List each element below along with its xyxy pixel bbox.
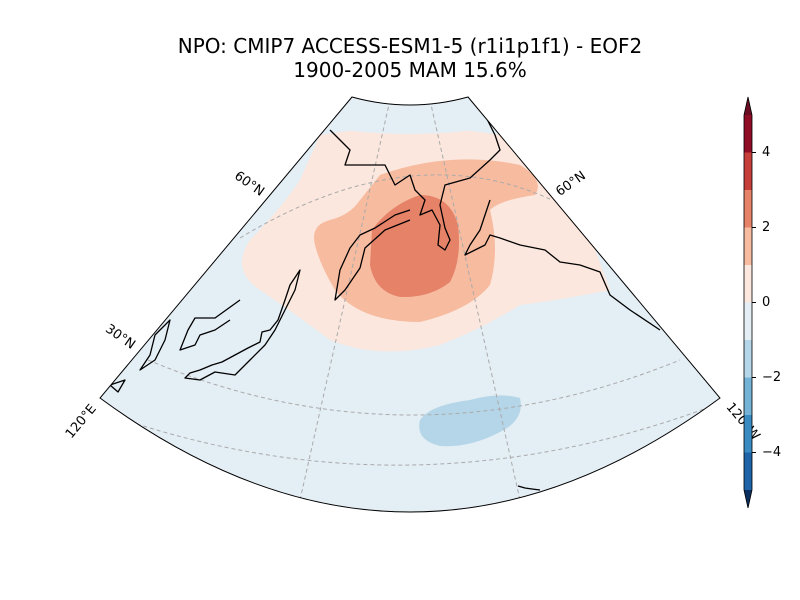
colorbar-segment [744,302,752,340]
gridline-label: 120°E [63,402,100,442]
colorbar-tick-label: 0 [762,295,770,310]
colorbar-segment [744,227,752,265]
colorbar-outline [743,96,753,509]
coastline [329,114,501,251]
gridline-label: 120°W [723,400,763,444]
coastline [517,485,541,491]
parallel-20n [109,404,716,466]
colorbar-segment [744,152,752,190]
colorbar-tick-label: −2 [762,370,781,385]
gridline-label: 60°N [553,169,588,200]
title: NPO: CMIP7 ACCESS-ESM1-5 (r1i1p1f1) - EO… [178,34,642,58]
coastline [179,299,241,351]
colorbar-extend-upper [744,97,752,115]
coastline [334,209,411,301]
coastline [109,379,126,393]
gridline-label: 60°N [231,169,266,200]
colorbar-segment [744,265,752,303]
field-positive-strong [370,195,459,298]
coastline [184,269,301,381]
colorbar-tick-label: 2 [762,220,770,235]
colorbar-segment [744,340,752,378]
coastline [139,319,171,371]
colorbar: −4 −2 0 2 4 [743,96,781,509]
colorbar-segment [744,115,752,153]
map-frame [99,96,721,513]
colorbar-segment [744,377,752,415]
subtitle: 1900-2005 MAM 15.6% [293,58,526,82]
parallel-30n [147,359,681,416]
colorbar-tick-label: −4 [762,445,781,460]
meridian [429,99,521,501]
colorbar-tick-label: 4 [762,145,770,160]
field-negative-moderate [419,395,521,447]
colorbar-segment [744,452,752,490]
colorbar-segment [744,415,752,453]
colorbar-segment [744,190,752,228]
gridline-label: 30°N [102,322,137,353]
map-field [100,97,720,512]
field-negative-polar [330,100,490,134]
meridian [299,99,391,501]
colorbar-extend-lower [744,490,752,508]
parallel-60n [239,174,553,239]
coastline [464,199,661,331]
